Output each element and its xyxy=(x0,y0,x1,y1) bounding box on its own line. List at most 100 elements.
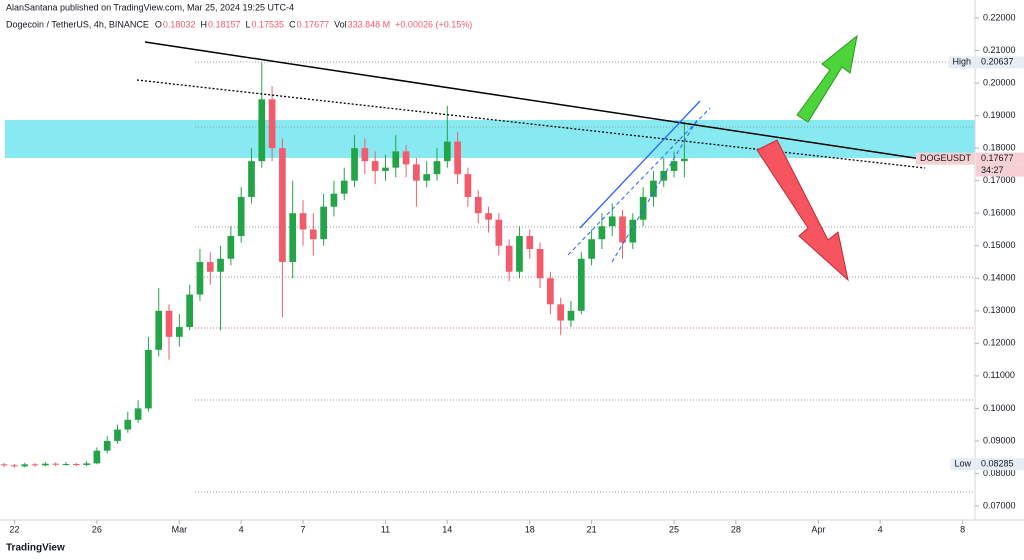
candle-body xyxy=(41,463,49,466)
candle-body xyxy=(165,310,173,337)
legend-label: O xyxy=(155,19,162,29)
y-tick-label: 0.16000 xyxy=(983,208,1016,218)
candle-body xyxy=(423,174,431,181)
y-tick-label: 0.20000 xyxy=(983,77,1016,87)
y-tick-label: 0.07000 xyxy=(983,500,1016,510)
candle-body xyxy=(629,219,637,243)
candle-body xyxy=(268,99,276,149)
x-tick-label: 8 xyxy=(960,524,965,534)
candle-body xyxy=(52,463,60,465)
candle-body xyxy=(382,167,389,171)
candle-body xyxy=(248,161,255,197)
candle-body xyxy=(72,464,80,466)
price-label-value: 0.17677 xyxy=(981,153,1014,163)
legend-label: H xyxy=(200,19,207,29)
candle-body xyxy=(309,229,317,240)
candle-body xyxy=(598,226,606,240)
y-tick-label: 0.22000 xyxy=(983,12,1016,22)
candle-body xyxy=(83,463,90,466)
candle-body xyxy=(433,161,441,175)
legend-change: +0.00026 (+0.15%) xyxy=(395,19,472,29)
candle-body xyxy=(145,349,152,409)
candle-body xyxy=(402,151,410,165)
price-label-bg xyxy=(948,56,975,69)
candle-body xyxy=(413,164,420,181)
countdown: 34:27 xyxy=(981,165,1004,175)
price-label-value: 0.20637 xyxy=(981,57,1014,67)
price-label-value: 0.08285 xyxy=(981,459,1014,469)
x-tick-label: Mar xyxy=(172,524,188,534)
candle-body xyxy=(299,213,307,230)
y-tick-label: 0.12000 xyxy=(983,338,1016,348)
candle-body xyxy=(11,465,18,467)
candle-body xyxy=(588,239,595,259)
candle-body xyxy=(547,278,554,305)
candle-body xyxy=(186,294,193,328)
price-label-name: DOGEUSDT xyxy=(920,153,972,163)
candle-body xyxy=(320,206,327,240)
x-tick-label: 4 xyxy=(878,524,883,534)
candle-body xyxy=(454,141,461,175)
candle-body xyxy=(31,464,39,466)
legend-label: C xyxy=(289,19,296,29)
legend-label: L xyxy=(246,19,251,29)
x-tick-label: 4 xyxy=(239,524,244,534)
symbol: Dogecoin / TetherUS, 4h, BINANCE xyxy=(6,19,149,29)
candle-body xyxy=(577,258,585,311)
horizontal-levels xyxy=(195,61,975,493)
price-label-bg xyxy=(950,458,975,471)
candle-body xyxy=(670,161,678,171)
candle-body xyxy=(526,235,534,249)
x-tick-label: 26 xyxy=(92,524,102,534)
y-tick-label: 0.10000 xyxy=(983,403,1016,413)
countdown-bg xyxy=(976,164,1024,177)
price-label-box xyxy=(976,152,1024,165)
x-tick-label: 28 xyxy=(731,524,741,534)
candle-body xyxy=(217,258,224,272)
candle-body xyxy=(330,193,338,207)
candle-body xyxy=(485,213,492,220)
candle-body xyxy=(196,262,204,295)
price-label-name: Low xyxy=(954,459,971,469)
price-label-bg xyxy=(915,152,975,165)
x-tick-label: 21 xyxy=(587,524,597,534)
candle-body xyxy=(237,196,245,236)
candle-body xyxy=(516,235,523,272)
legend-value: 333.848 M xyxy=(348,19,391,29)
y-tick-label: 0.17000 xyxy=(983,175,1016,185)
candle-body xyxy=(62,464,70,466)
candle-body xyxy=(567,310,575,321)
footer-logo: TradingView xyxy=(6,543,65,554)
price-label-box xyxy=(976,458,1024,471)
candle-body xyxy=(103,440,111,451)
y-tick-label: 0.19000 xyxy=(983,110,1016,120)
candle-body xyxy=(227,235,235,259)
candle-body xyxy=(0,464,8,466)
x-tick-label: 11 xyxy=(381,524,390,534)
candle-body xyxy=(175,327,183,337)
candle-body xyxy=(536,248,544,279)
candle-body xyxy=(289,213,297,262)
candle-body xyxy=(340,180,348,194)
price-label-name: High xyxy=(952,57,971,67)
candle-body xyxy=(443,141,451,162)
publisher: AlanSantana published on TradingView.com… xyxy=(6,2,294,12)
legend-value: 0.17535 xyxy=(252,19,285,29)
candle-body xyxy=(361,148,369,162)
resistance-zone xyxy=(5,120,975,158)
y-tick-label: 0.13000 xyxy=(983,305,1016,315)
x-tick-label: 25 xyxy=(669,524,679,534)
candle-body xyxy=(464,174,472,197)
legend-value: 0.18032 xyxy=(163,19,196,29)
candle-body xyxy=(650,180,657,197)
drawings xyxy=(136,34,929,282)
candle-body xyxy=(258,99,266,162)
y-tick-label: 0.15000 xyxy=(983,240,1016,250)
candle-body xyxy=(155,310,163,350)
candle-body xyxy=(619,216,626,243)
y-tick-label: 0.21000 xyxy=(983,45,1016,55)
candle-body xyxy=(505,245,513,272)
candle-body xyxy=(351,148,358,181)
